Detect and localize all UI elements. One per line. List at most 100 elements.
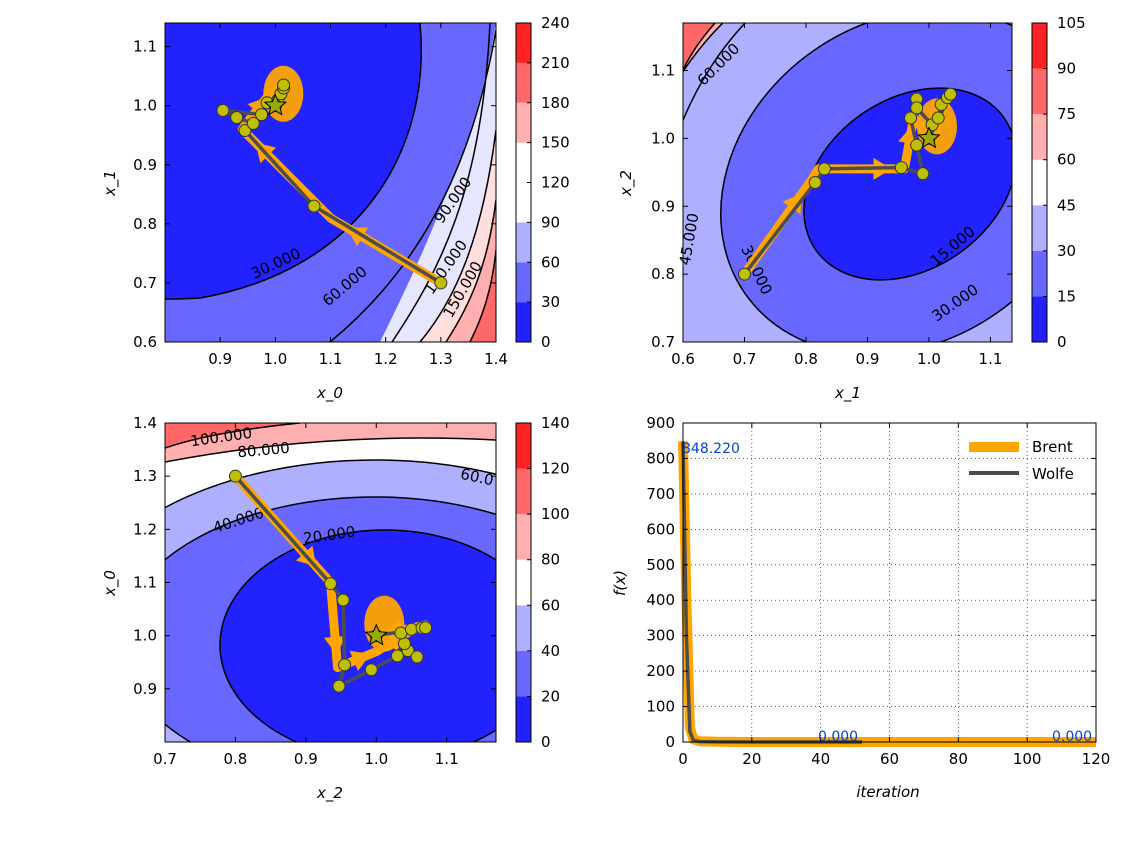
y-tick-label: 0.8: [133, 215, 157, 233]
contour-panel-x1-x2: 60.000 45.000 30.000 15.000 30.000 0.6 0.…: [617, 14, 1086, 403]
contour-line-20: [165, 496, 496, 742]
colorbar-frame: [515, 422, 532, 743]
y-tick-label: 0.6: [133, 333, 157, 351]
y-axis-label: x_0: [101, 570, 120, 597]
wolfe-marker: [817, 162, 831, 176]
wolfe-marker: [277, 78, 291, 92]
colorbar-tick-label: 105: [1057, 14, 1086, 32]
contour-line-30: [165, 23, 422, 300]
axis-ticks-x2-x0: 0.7 0.8 0.9 1.0 1.1 0.9 1.0 1.1 1.2 1.3 1.4: [133, 414, 496, 768]
contour-line-100: [165, 423, 301, 449]
x-tick-label: 80: [949, 750, 968, 768]
annotation-brent-final: 0.000: [1052, 729, 1092, 745]
contour-panel-x2-x0: 100.000 80.000 60.0 40.000 20.000 0.7 0.8…: [101, 414, 570, 803]
colorbar-tick-label: 90: [1057, 60, 1076, 78]
colorbar-segment: [1032, 296, 1047, 342]
brent-arrow-head: [347, 227, 369, 247]
colorbar-tick-label: 30: [1057, 242, 1076, 260]
y-tick-label: 0.9: [133, 156, 157, 174]
colorbar-tick-label: 180: [541, 94, 570, 112]
optimizer-paths-x1-x2: [737, 87, 958, 281]
x-tick-label: 0.8: [223, 750, 247, 768]
colorbar-tick-label: 75: [1057, 105, 1076, 123]
wolfe-marker: [255, 108, 269, 122]
contour-band-80-100: [165, 423, 496, 462]
y-tick-label: 0.7: [133, 274, 157, 292]
wolfe-marker: [238, 124, 252, 138]
y-tick-label: 1.4: [133, 414, 157, 432]
contour-panel-x0-x1: 30.000 60.000 90.000 120.000 150.000 0.9…: [101, 14, 570, 403]
colorbar-tick-label: 240: [541, 14, 570, 32]
x-tick-label: 1.1: [435, 750, 459, 768]
colorbar-segment: [516, 102, 531, 143]
colorbar-tick-label: 80: [541, 551, 560, 569]
y-tick-label: 0.9: [133, 680, 157, 698]
contour-labels-x2-x0: 100.000 80.000 60.0 40.000 20.000: [189, 424, 495, 548]
contour-line-60: [683, 23, 746, 121]
contour-band-60-75: [683, 23, 745, 120]
colorbar-segment: [1032, 205, 1047, 251]
y-axis-label: x_1: [101, 170, 120, 197]
contour-label: 80.000: [237, 439, 291, 462]
x-tick-label: 0.7: [153, 750, 177, 768]
colorbar-segment: [1032, 23, 1047, 69]
wolfe-marker: [230, 111, 244, 125]
wolfe-marker: [419, 621, 433, 635]
x-axis-label: iteration: [856, 783, 919, 801]
y-tick-label: 0.7: [651, 333, 675, 351]
optimizer-paths-x0-x1: [216, 65, 448, 290]
x-tick-label: 1.1: [979, 350, 1003, 368]
y-tick-label: 100: [646, 698, 675, 716]
minimum-star-marker: [263, 93, 288, 116]
contour-fills-x0-x1: [165, 23, 496, 342]
colorbar-segment: [516, 142, 531, 183]
colorbar-tick-label: 120: [541, 460, 570, 478]
wolfe-marker: [737, 267, 751, 281]
colorbar-segment: [516, 514, 531, 560]
colorbar-segment: [516, 605, 531, 651]
legend-label-brent: Brent: [1032, 438, 1073, 456]
x-tick-label: 120: [1082, 750, 1111, 768]
colorbar-tick-label: 210: [541, 54, 570, 72]
wolfe-marker: [944, 87, 958, 101]
y-tick-label: 1.1: [651, 62, 675, 80]
wolfe-marker: [808, 176, 822, 189]
colorbar-tick-label: 100: [541, 505, 570, 523]
colorbar-frame: [1031, 22, 1048, 343]
colorbar-segment: [516, 650, 531, 697]
contour-line-80: [165, 437, 496, 463]
wolfe-marker: [910, 101, 924, 115]
contour-band-180-210: [470, 250, 496, 342]
y-tick-label: 1.0: [133, 97, 157, 115]
brent-arrow-head: [782, 193, 802, 215]
contour-line-30: [720, 23, 1012, 342]
colorbar-tick-label: 0: [1057, 333, 1067, 351]
colorbar-segment: [1032, 159, 1047, 206]
colorbar-tick-label: 0: [541, 333, 551, 351]
minimum-star-marker: [364, 623, 388, 646]
annotation-start-value: 848.220: [682, 441, 740, 457]
y-tick-label: 300: [646, 627, 675, 645]
y-tick-label: 1.1: [133, 38, 157, 56]
y-tick-label: 0.8: [651, 265, 675, 283]
x-tick-label: 1.0: [263, 350, 287, 368]
wolfe-marker: [246, 116, 260, 130]
colorbar-tick-label: 120: [541, 174, 570, 192]
y-tick-label: 1.2: [133, 520, 157, 538]
x-tick-label: 40: [811, 750, 830, 768]
brent-arrow-head: [349, 650, 371, 672]
colorbar-tick-label: 45: [1057, 196, 1076, 214]
contour-line-40: [165, 459, 496, 509]
axis-ticks-x1-x2: 0.6 0.7 0.8 0.9 1.0 1.10.70.80.91.01.1: [651, 23, 1012, 368]
x-tick-label: 100: [1013, 750, 1042, 768]
wolfe-marker: [336, 593, 350, 607]
x-axis-label: x_1: [834, 384, 861, 403]
x-tick-label: 0.6: [671, 350, 695, 368]
x-tick-label: 0.9: [856, 350, 880, 368]
colorbar-segment: [516, 302, 531, 342]
wolfe-marker: [216, 103, 230, 117]
y-tick-label: 0: [665, 733, 675, 751]
contour-line-150: [445, 199, 496, 342]
y-tick-label: 0.9: [651, 197, 675, 215]
